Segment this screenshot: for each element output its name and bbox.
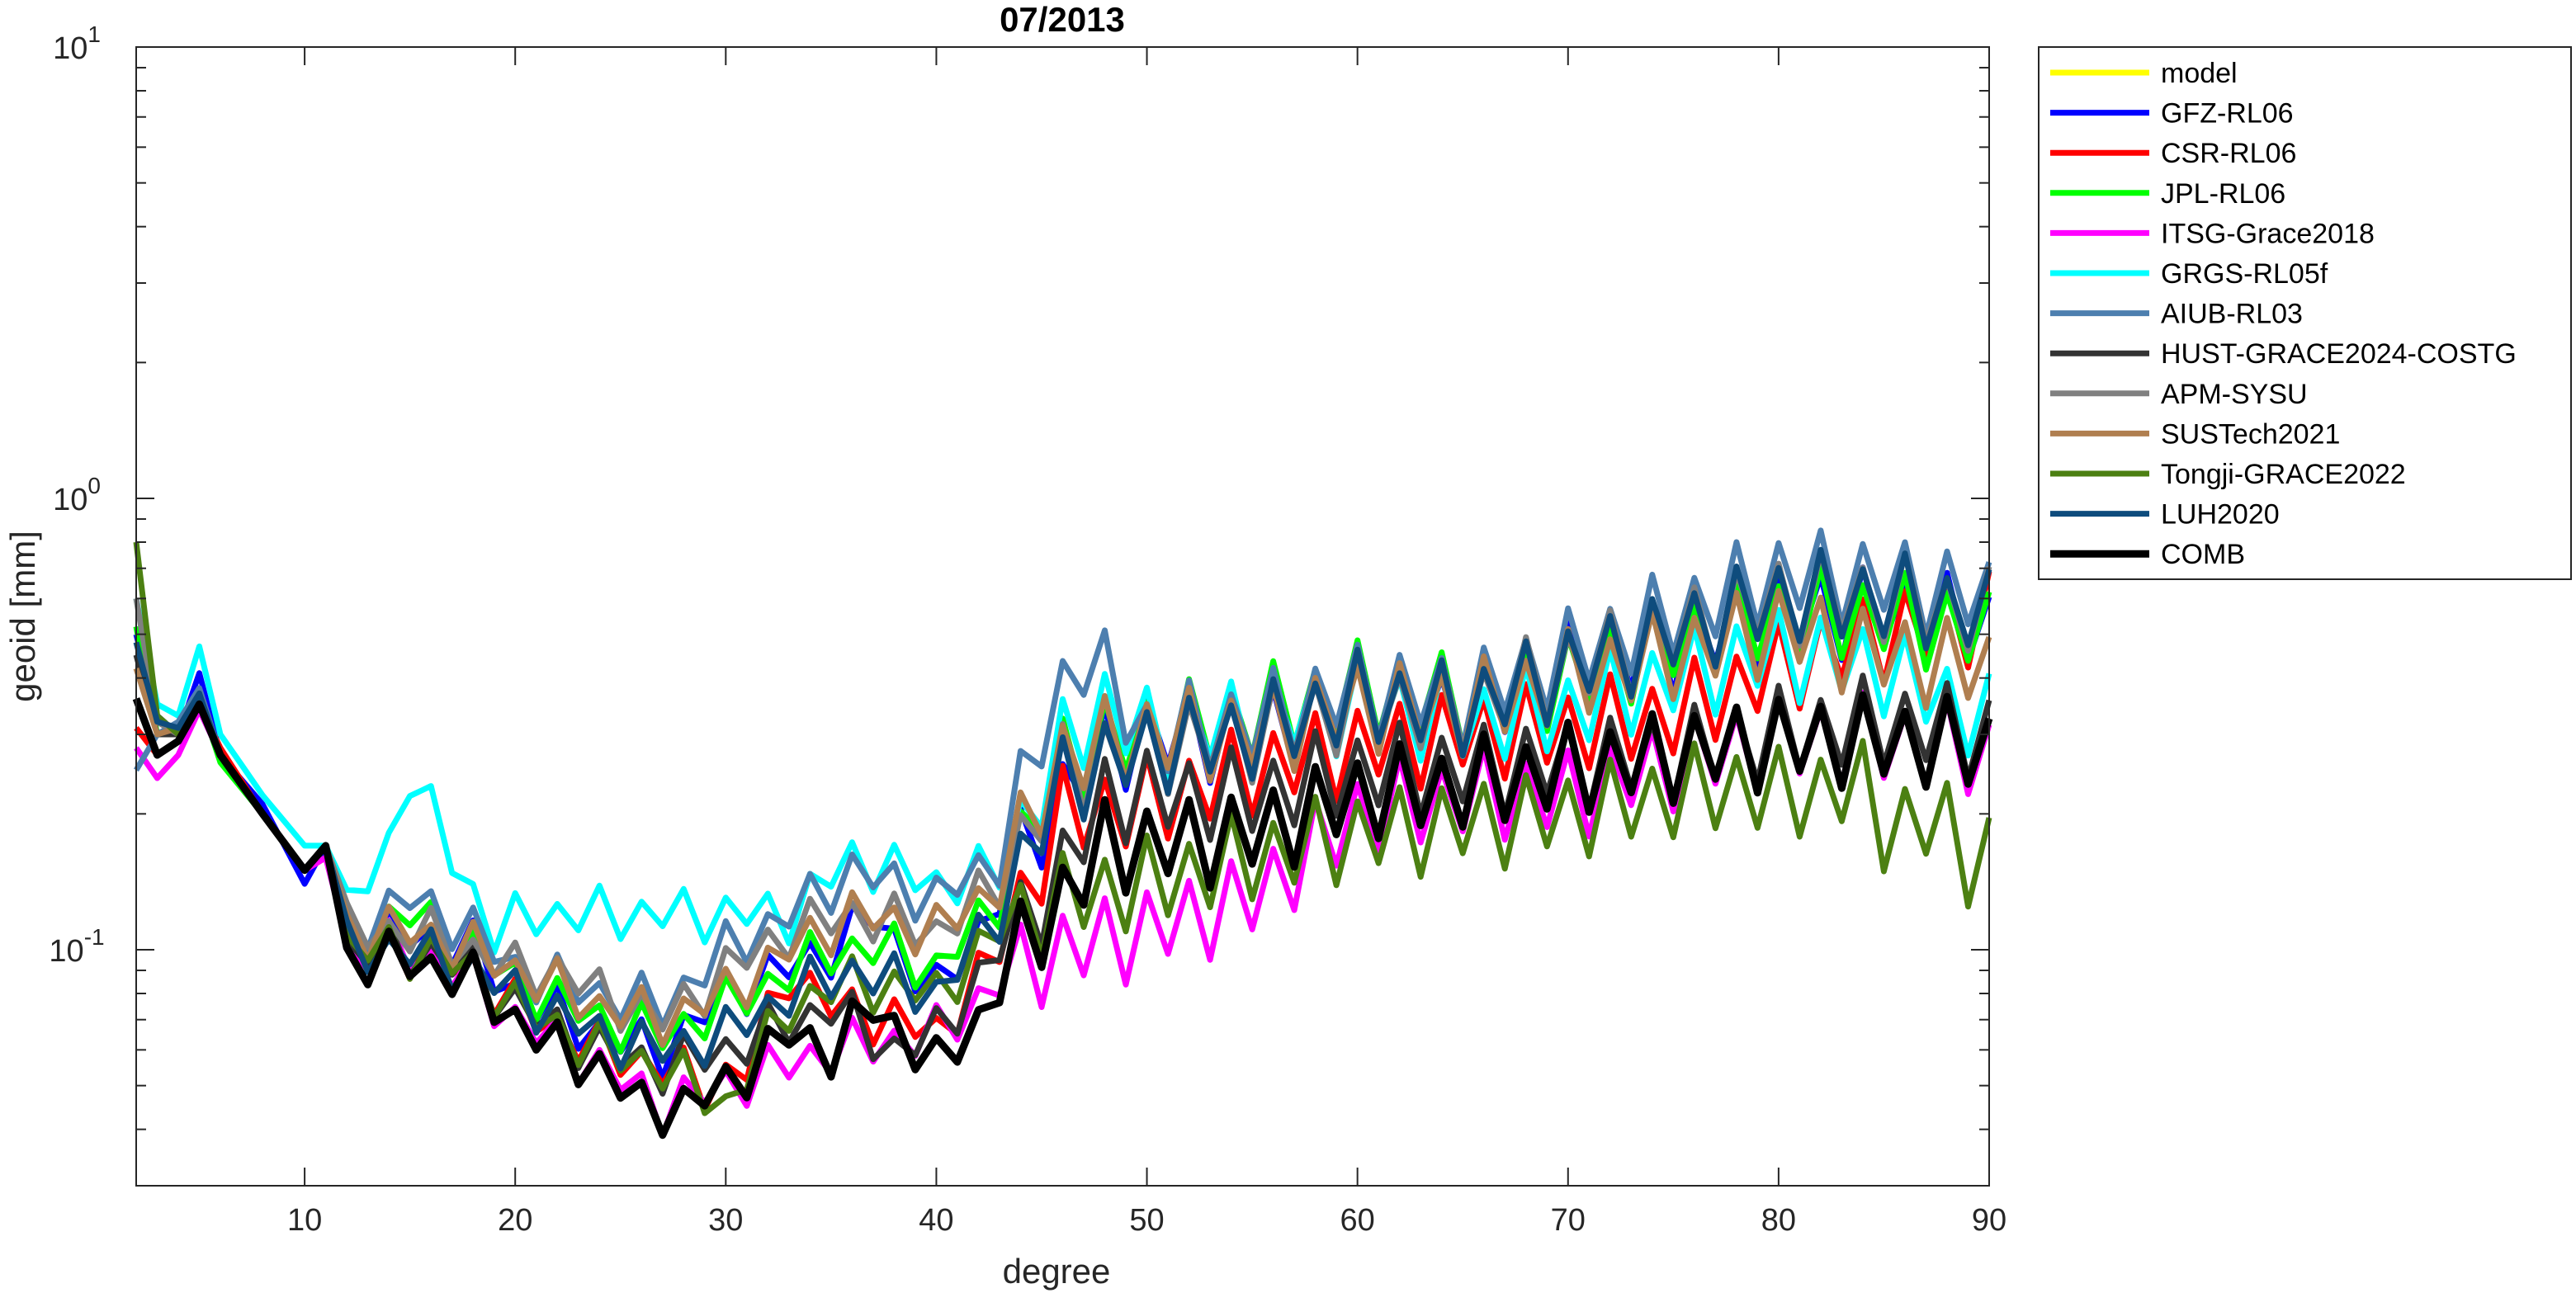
x-tick-label: 80 <box>1761 1203 1796 1238</box>
x-tick-label: 40 <box>919 1203 953 1238</box>
legend-label: COMB <box>2161 539 2245 570</box>
y-tick-base: 10 <box>53 483 87 517</box>
y-tick-exponent: 0 <box>87 473 101 498</box>
y-tick-label: 101 <box>53 21 101 66</box>
legend-label: model <box>2161 58 2238 89</box>
y-tick-exponent: 1 <box>87 21 101 47</box>
legend-label: CSR-RL06 <box>2161 138 2296 169</box>
chart-title: 07/2013 <box>1000 0 1125 39</box>
plot-frame <box>135 46 1990 1187</box>
legend-label: GRGS-RL05f <box>2161 258 2328 290</box>
legend-label: AIUB-RL03 <box>2161 299 2303 330</box>
x-tick-label: 50 <box>1129 1203 1164 1238</box>
series-line-COMB <box>132 691 1993 1140</box>
x-tick-label: 20 <box>498 1203 532 1238</box>
y-tick-exponent: -1 <box>84 924 105 950</box>
legend-label: LUH2020 <box>2161 499 2280 531</box>
x-tick-label: 30 <box>708 1203 743 1238</box>
y-tick-label: 10-1 <box>49 924 104 969</box>
x-tick-label: 10 <box>287 1203 322 1238</box>
legend-label: ITSG-Grace2018 <box>2161 218 2375 249</box>
legend-label: Tongji-GRACE2022 <box>2161 459 2406 490</box>
legend: model GFZ-RL06 CSR-RL06 JPL-RL06 ITSG-Grace2… <box>2038 46 2572 580</box>
legend-label: HUST-GRACE2024-COSTG <box>2161 338 2517 370</box>
series-line-LUH2020 <box>133 546 1992 1072</box>
legend-label: APM-SYSU <box>2161 379 2308 410</box>
plot-area <box>136 47 1989 1186</box>
y-tick-base: 10 <box>53 31 87 66</box>
x-tick-label: 70 <box>1551 1203 1586 1238</box>
x-tick-label: 60 <box>1340 1203 1375 1238</box>
series-line-SUSTech2021 <box>133 588 1992 1048</box>
x-tick-label: 90 <box>1972 1203 2006 1238</box>
legend-label: SUSTech2021 <box>2161 418 2340 450</box>
y-axis-label: geoid [mm] <box>3 531 42 702</box>
legend-label: GFZ-RL06 <box>2161 98 2294 130</box>
y-tick-label: 100 <box>53 473 101 517</box>
x-axis-label: degree <box>1003 1252 1111 1291</box>
legend-label: JPL-RL06 <box>2161 178 2285 210</box>
series-group <box>132 527 1993 1140</box>
y-tick-base: 10 <box>49 934 83 969</box>
